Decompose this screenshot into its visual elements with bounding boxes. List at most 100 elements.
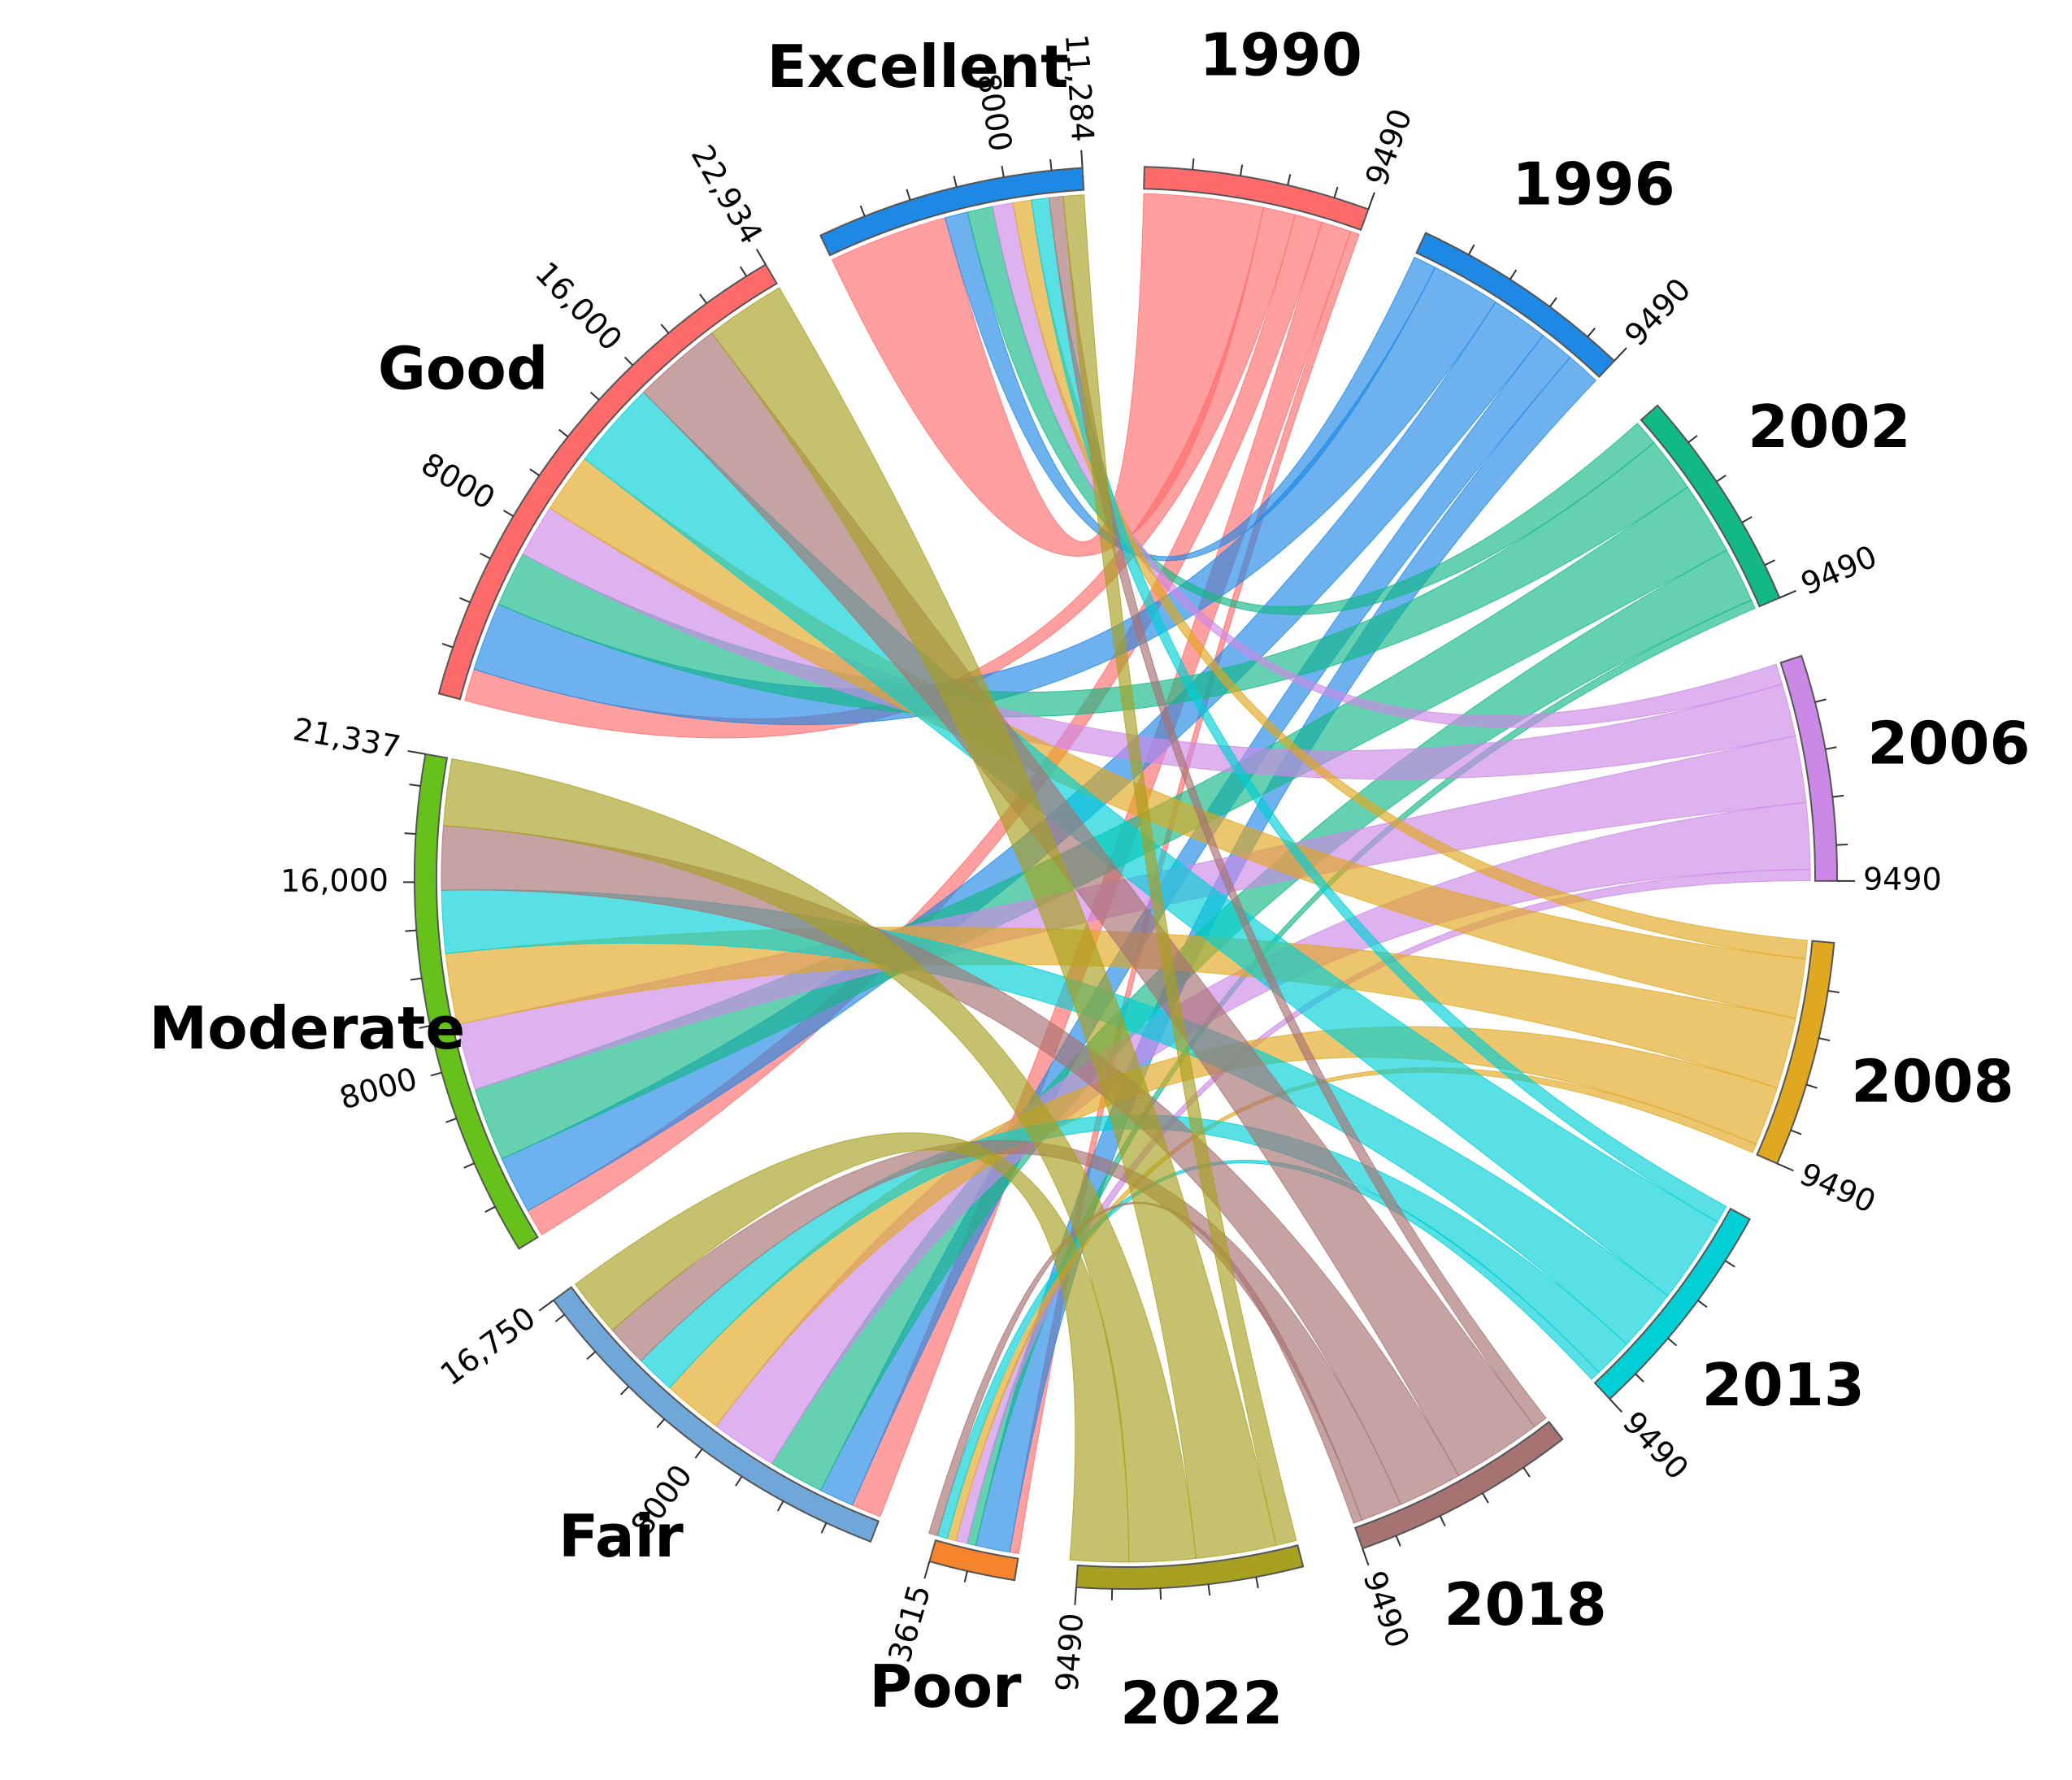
tick-mark: [1635, 1373, 1644, 1383]
tick-mark: [963, 1570, 968, 1582]
segment-label-fair: Fair: [558, 1502, 684, 1570]
tick-mark: [1724, 1260, 1735, 1268]
ribbon-2022-excellent: [1062, 194, 1297, 1547]
tick-mark-end: [1776, 1162, 1794, 1172]
tick-label: 22,934: [684, 139, 770, 250]
tick-mark-end: [407, 749, 426, 755]
ribbon-2006-excellent: [992, 202, 1783, 728]
tick-mark: [1667, 1337, 1678, 1347]
tick-mark-end: [1080, 150, 1084, 168]
tick-mark: [430, 1071, 442, 1077]
arc-1996: [1415, 232, 1616, 379]
tick-mark: [480, 552, 491, 560]
tick-mark: [1192, 158, 1195, 170]
tick-mark: [656, 1418, 666, 1429]
ribbon-2008-excellent: [1012, 199, 1809, 960]
tick-mark: [619, 1386, 630, 1396]
tick-mark: [623, 356, 634, 367]
segment-label-1996: 1996: [1512, 150, 1675, 218]
tick-mark: [1049, 158, 1053, 171]
arc-poor: [928, 1539, 1019, 1582]
ribbon-2002-good: [497, 441, 1688, 718]
tick-label: 9490: [1796, 538, 1882, 602]
tick-mark: [1333, 186, 1339, 198]
segment-label-excellent: Excellent: [767, 33, 1069, 101]
tick-mark: [502, 510, 515, 517]
tick-mark: [409, 784, 421, 787]
tick-mark: [699, 293, 707, 304]
ribbon-2022-moderate: [442, 758, 1197, 1563]
tick-mark: [694, 1448, 703, 1459]
tick-mark: [660, 323, 670, 334]
segment-label-1990: 1990: [1199, 20, 1362, 89]
ribbon-2008-poor: [946, 1067, 1757, 1542]
tick-mark: [529, 468, 541, 476]
tick-label: 9490: [1863, 861, 1942, 897]
arc-fair: [552, 1286, 880, 1543]
ribbon-2022-fair: [574, 1132, 1130, 1563]
ribbon-2018-good: [642, 332, 1536, 1477]
arc-2002: [1640, 404, 1781, 608]
tick-mark-end: [1779, 589, 1796, 599]
segment-label-good: Good: [378, 334, 549, 402]
tick-mark: [410, 977, 422, 981]
tick-mark-end: [1614, 347, 1627, 362]
arc-2013: [1593, 1207, 1751, 1400]
tick-mark: [1818, 1037, 1831, 1042]
tick-mark: [459, 597, 471, 603]
ribbon-2013-excellent: [1031, 197, 1727, 1223]
tick-mark: [586, 1351, 597, 1361]
tick-label: 8000: [336, 1061, 421, 1117]
tick-mark: [558, 428, 569, 438]
tick-mark: [820, 1522, 827, 1534]
tick-mark: [1790, 1129, 1802, 1135]
tick-mark: [441, 643, 454, 649]
ribbon-2018-excellent: [1048, 195, 1547, 1427]
tick-mark: [1467, 244, 1475, 255]
tick-mark: [1764, 559, 1775, 567]
ribbons-layer: [441, 193, 1811, 1563]
ribbon-2008-good: [549, 458, 1806, 1019]
tick-label: 16,000: [280, 862, 389, 899]
arcs-layer: [414, 166, 1838, 1590]
tick-mark: [463, 1162, 475, 1169]
tick-mark: [953, 176, 958, 188]
tick-mark: [1549, 297, 1557, 308]
tick-mark: [1439, 1515, 1446, 1526]
tick-label: 9490: [1356, 1566, 1416, 1652]
arc-2018: [1353, 1420, 1564, 1550]
tick-label: 9490: [1616, 1404, 1696, 1487]
arc-2006: [1779, 654, 1838, 882]
ribbon-2018-poor: [928, 1201, 1363, 1537]
arc-2008: [1756, 940, 1835, 1165]
tick-mark: [776, 1500, 784, 1512]
ribbon-2018-moderate: [441, 825, 1460, 1505]
tick-mark-end: [1367, 192, 1375, 210]
tick-mark: [1688, 435, 1698, 444]
ribbon-2008-moderate: [445, 927, 1796, 1089]
arc-excellent: [819, 167, 1085, 257]
tick-mark: [739, 266, 748, 277]
tick-mark: [1482, 1492, 1489, 1504]
tick-mark: [445, 1118, 457, 1123]
segment-label-2013: 2013: [1702, 1351, 1865, 1419]
tick-label: 9490: [1618, 271, 1697, 354]
arc-moderate: [414, 753, 539, 1250]
tick-label: 16,750: [434, 1300, 542, 1392]
tick-mark: [1827, 989, 1840, 994]
tick-mark: [554, 1313, 566, 1322]
segment-label-2022: 2022: [1120, 1669, 1283, 1737]
tick-mark: [1509, 269, 1518, 280]
segment-label-poor: Poor: [869, 1652, 1022, 1721]
segment-label-2018: 2018: [1444, 1570, 1606, 1639]
tick-mark: [1716, 474, 1727, 483]
tick-mark: [1395, 1535, 1401, 1547]
labels-layer: 1990 1996 2002 2006 2008 2013 2018 2022 Poor Fair…: [149, 20, 2030, 1737]
tick-mark: [1207, 1583, 1211, 1596]
segment-label-2002: 2002: [1748, 393, 1910, 461]
tick-mark: [1239, 164, 1244, 176]
tick-mark: [404, 832, 416, 836]
tick-label: 9490: [1795, 1156, 1881, 1220]
ribbon-1990-moderate: [527, 214, 1323, 1235]
